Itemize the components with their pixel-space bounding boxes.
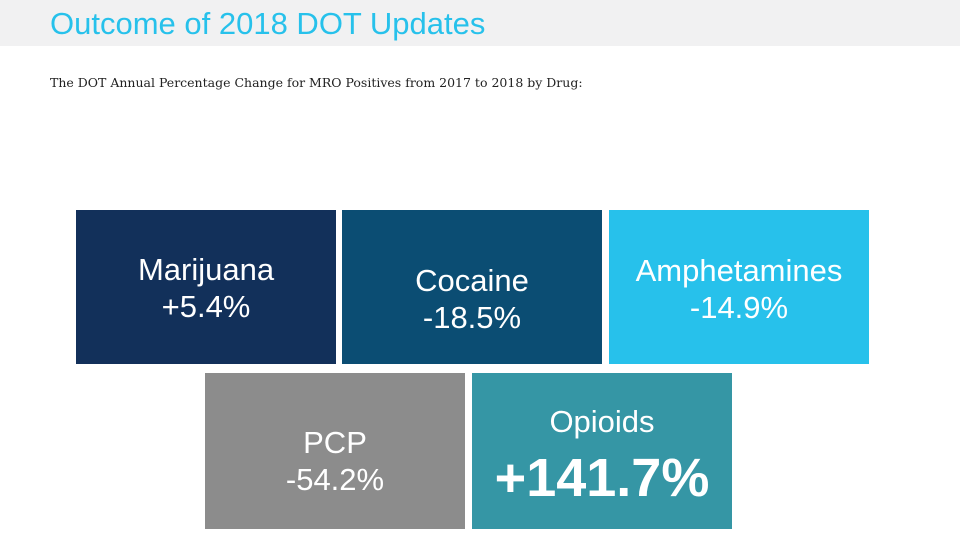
tile-amphetamines-name: Amphetamines [635, 253, 843, 288]
tile-opioids-name: Opioids [549, 403, 655, 439]
tile-cocaine: Cocaine -18.5% [342, 210, 602, 364]
tile-opioids-change: +141.7% [494, 447, 710, 508]
tile-pcp: PCP -54.2% [205, 373, 465, 529]
tile-amphetamines: Amphetamines -14.9% [609, 210, 869, 364]
tile-marijuana-name: Marijuana [137, 252, 275, 287]
tile-pcp-change: -54.2% [285, 462, 385, 497]
tile-cocaine-change: -18.5% [422, 300, 522, 335]
tile-marijuana: Marijuana +5.4% [76, 210, 336, 364]
title-bar [0, 0, 960, 46]
tile-amphetamines-change: -14.9% [689, 290, 789, 325]
tile-cocaine-name: Cocaine [415, 263, 529, 298]
slide-subtitle: The DOT Annual Percentage Change for MRO… [50, 75, 583, 90]
slide-title: Outcome of 2018 DOT Updates [50, 6, 486, 41]
tile-marijuana-change: +5.4% [161, 289, 251, 324]
tile-opioids: Opioids +141.7% [472, 373, 732, 529]
tile-pcp-name: PCP [303, 425, 367, 460]
